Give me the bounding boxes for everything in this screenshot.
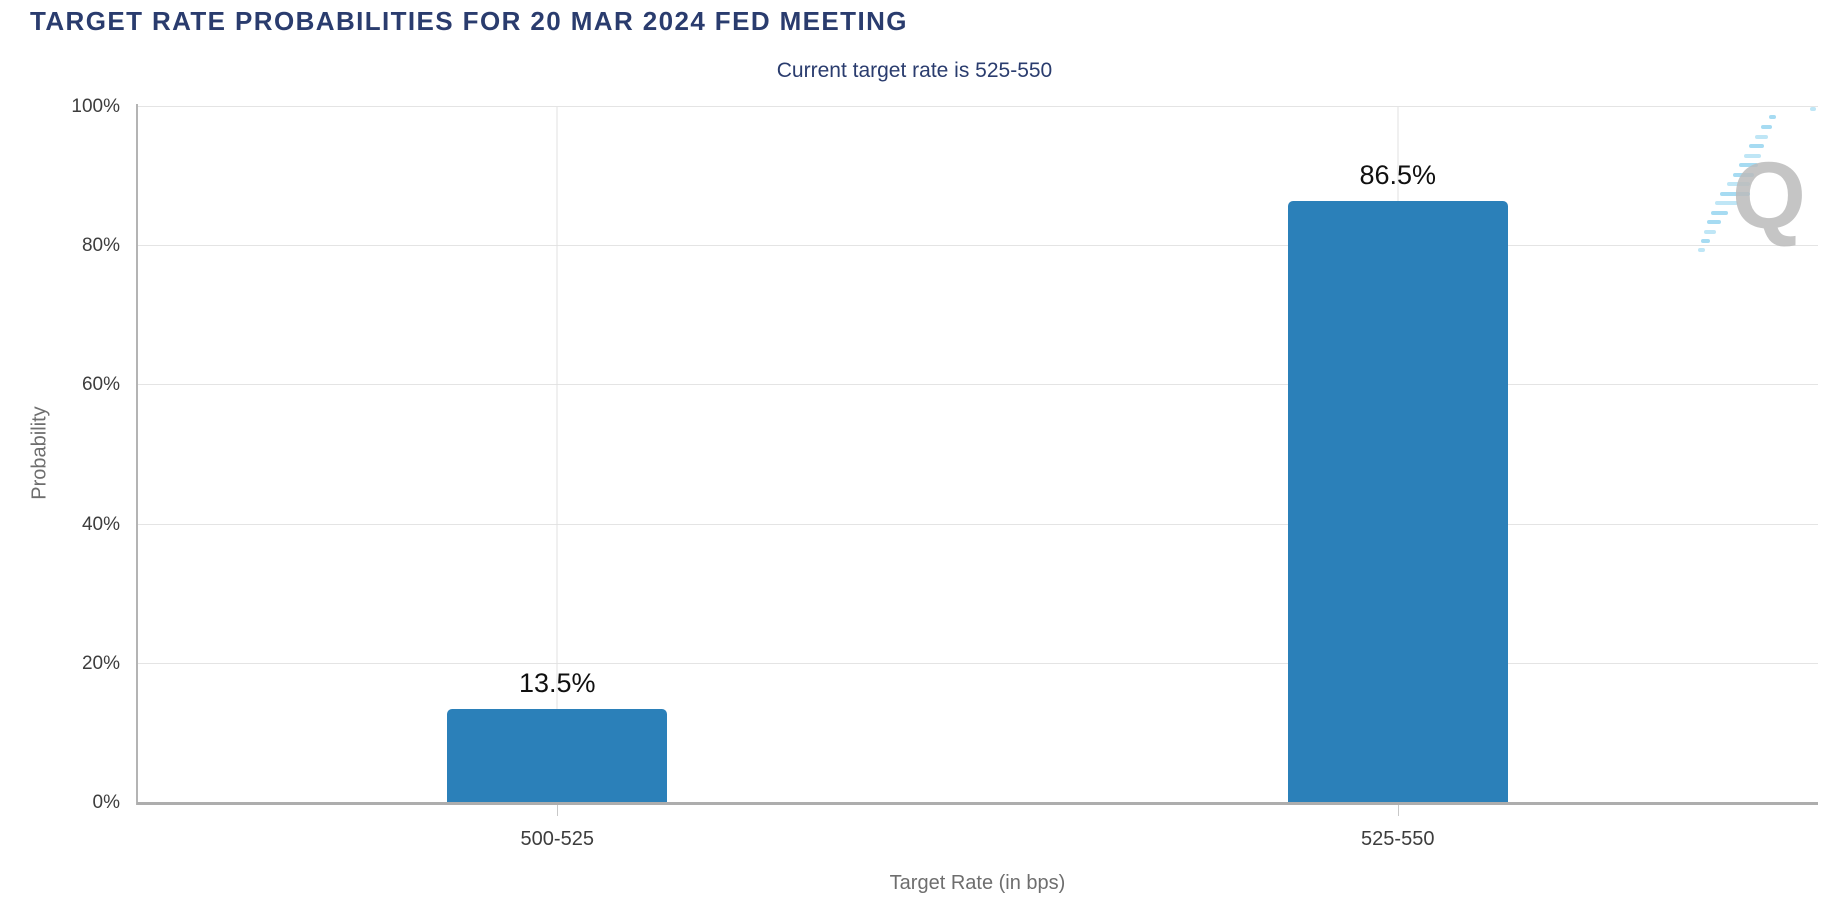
x-gridline [556,107,558,803]
probability-bar-525-550[interactable] [1287,200,1508,803]
y-tick-label: 40% [81,513,120,535]
y-tick-label: 60% [81,374,120,396]
chart-title: TARGET RATE PROBABILITIES FOR 20 MAR 202… [30,6,908,36]
y-gridline [137,384,1818,386]
y-axis-tick-labels: 0% 20% 40% 60% 80% 100% [0,96,128,813]
y-tick-label: 80% [81,235,120,257]
quikstrike-logo-icon: Q [1698,107,1816,252]
x-tick-label: 525-550 [1361,828,1435,850]
x-tick-mark [1397,803,1399,816]
bar-value-label: 86.5% [1359,159,1437,190]
watermark-q-letter: Q [1732,143,1806,249]
probability-bar-500-525[interactable] [447,709,668,803]
y-gridline [137,662,1818,664]
chart-subtitle: Current target rate is 525-550 [776,59,1053,82]
watermark-dashes [1698,107,1816,252]
plot-area: Q 13.5% 500-525 86.5% 525-550 [137,106,1818,850]
y-tick-label: 20% [81,652,120,674]
x-tick-label: 500-525 [520,828,594,850]
bar-value-label: 13.5% [518,668,596,699]
x-tick-mark [557,803,559,816]
y-axis-line [136,104,138,805]
y-gridline [137,106,1818,107]
y-tick-label: 0% [92,792,120,813]
y-gridline [137,523,1818,525]
x-axis-line [137,802,1818,805]
y-gridline [137,245,1818,247]
x-axis-title: Target Rate (in bps) [889,872,1066,894]
y-tick-label: 100% [71,96,120,117]
